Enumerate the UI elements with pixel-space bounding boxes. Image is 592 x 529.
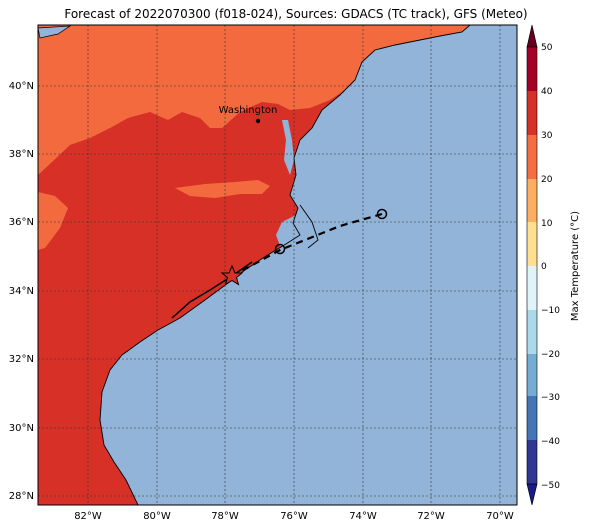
colorbar-segment [527, 135, 537, 179]
lon-label: 82°W [74, 511, 102, 522]
colorbar-tick: 10 [541, 219, 553, 229]
land-warm-region [38, 25, 470, 505]
lat-labels: 40°N 38°N 36°N 34°N 32°N 30°N 28°N [9, 81, 34, 502]
forecast-point-1 [274, 243, 286, 255]
colorbar-bottom-arrow [526, 483, 538, 506]
gridlines [38, 25, 517, 505]
colorbar-tick: 20 [541, 175, 553, 185]
colorbar: 50 40 30 20 10 0 −10 −20 −30 −40 −50 Max… [526, 24, 581, 506]
lat-label: 34°N [9, 286, 34, 297]
colorbar-segment [527, 222, 537, 266]
colorbar-label: Max Temperature (°C) [570, 211, 581, 321]
colorbar-ticks: 50 40 30 20 10 0 −10 −20 −30 −40 −50 [541, 43, 560, 491]
colorbar-border [526, 46, 538, 485]
colorbar-segment [527, 266, 537, 310]
colorbar-segment [527, 310, 537, 354]
outer-banks [299, 204, 319, 249]
lat-label: 28°N [9, 491, 34, 502]
coastline [99, 25, 471, 505]
lat-label: 30°N [9, 423, 34, 434]
lon-label: 80°W [143, 511, 171, 522]
land-cool-blob [175, 180, 270, 198]
city-label: Washington [219, 105, 278, 116]
colorbar-tick: 50 [541, 43, 553, 53]
storm-track-forecast [231, 212, 383, 277]
lon-label: 72°W [417, 511, 445, 522]
colorbar-tick: 30 [541, 131, 553, 141]
land-cool-blob-west [38, 192, 68, 250]
colorbar-tick: −50 [541, 481, 560, 491]
forecast-point-2 [376, 208, 388, 220]
storm-position-star-icon [220, 264, 244, 286]
lon-label: 74°W [349, 511, 377, 522]
colorbar-tick: 40 [541, 87, 553, 97]
colorbar-top-arrow [526, 24, 538, 48]
city-marker [255, 118, 261, 124]
colorbar-tick: −30 [541, 393, 560, 403]
lon-label: 70°W [486, 511, 514, 522]
colorbar-tick: −20 [541, 350, 560, 360]
colorbar-tick: −10 [541, 306, 560, 316]
lat-label: 40°N [9, 81, 34, 92]
figure-title: Forecast of 2022070300 (f018-024), Sourc… [64, 7, 528, 21]
lake-erie-outline [38, 25, 72, 39]
colorbar-segment [527, 179, 537, 222]
colorbar-segment [527, 396, 537, 440]
colorbar-segment [527, 91, 537, 135]
colorbar-segment [527, 440, 537, 484]
colorbar-segment [527, 354, 537, 396]
land-cool-region [38, 25, 470, 175]
lon-label: 78°W [211, 511, 239, 522]
map-area[interactable]: Washington [38, 25, 517, 505]
lat-label: 38°N [9, 149, 34, 160]
lon-labels: 82°W 80°W 78°W 76°W 74°W 72°W 70°W [74, 511, 514, 522]
lon-label: 76°W [280, 511, 308, 522]
map-border [37, 24, 518, 506]
colorbar-segment [527, 47, 537, 91]
colorbar-tick: 0 [541, 262, 547, 272]
lat-label: 32°N [9, 354, 34, 365]
colorbar-tick: −40 [541, 437, 560, 447]
lat-label: 36°N [9, 217, 34, 228]
chesapeake-bay [282, 120, 294, 175]
storm-track-past [171, 261, 253, 319]
